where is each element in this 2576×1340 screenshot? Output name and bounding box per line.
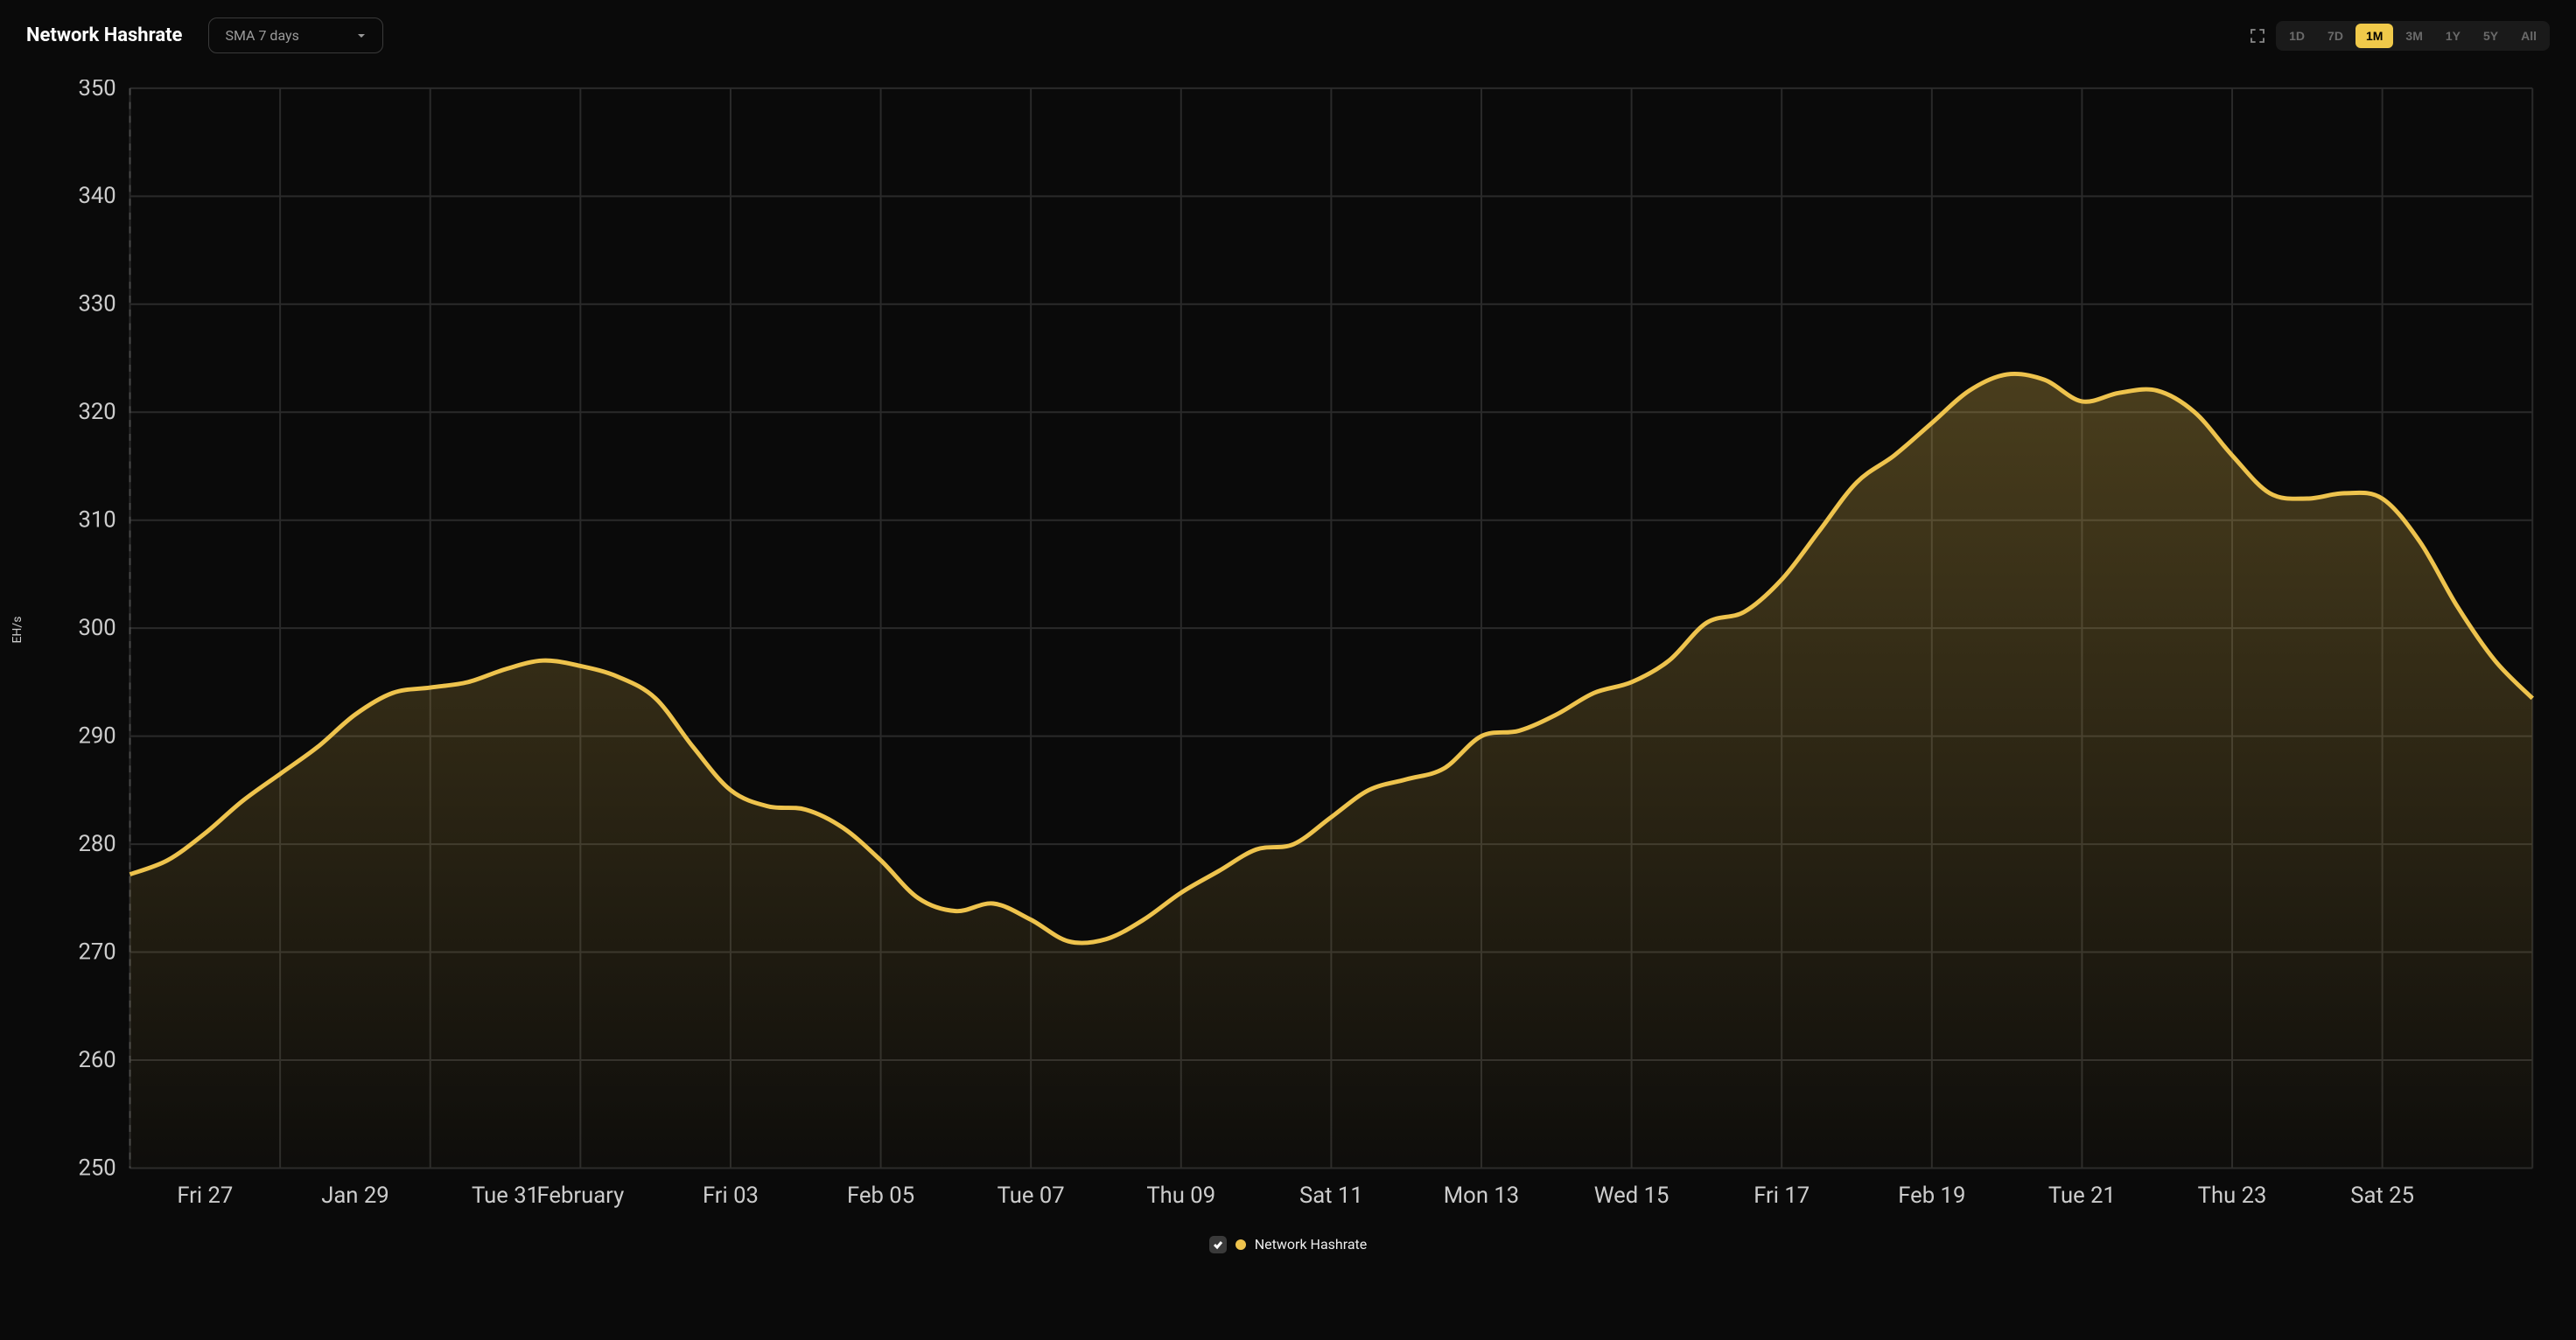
- range-btn-all[interactable]: All: [2510, 24, 2547, 48]
- svg-text:Sat 25: Sat 25: [2350, 1183, 2414, 1209]
- chart-header: Network Hashrate SMA 7 days 1D7D1M3M1Y5Y…: [26, 17, 2550, 53]
- svg-text:270: 270: [78, 939, 116, 965]
- svg-text:Jan 29: Jan 29: [321, 1183, 388, 1209]
- svg-text:260: 260: [78, 1047, 116, 1073]
- svg-text:Fri 27: Fri 27: [177, 1183, 233, 1209]
- sma-dropdown-label: SMA 7 days: [225, 27, 298, 44]
- svg-text:300: 300: [78, 615, 116, 641]
- svg-text:February: February: [536, 1183, 624, 1209]
- legend: Network Hashrate: [26, 1236, 2550, 1253]
- svg-text:Sat 11: Sat 11: [1299, 1183, 1363, 1209]
- svg-text:Feb 19: Feb 19: [1898, 1183, 1965, 1209]
- svg-text:Feb 05: Feb 05: [847, 1183, 914, 1209]
- range-btn-5y[interactable]: 5Y: [2473, 24, 2509, 48]
- header-left: Network Hashrate SMA 7 days: [26, 17, 383, 53]
- svg-text:Wed 15: Wed 15: [1594, 1183, 1670, 1209]
- range-btn-1m[interactable]: 1M: [2356, 24, 2393, 48]
- legend-checkbox[interactable]: [1209, 1236, 1227, 1253]
- svg-text:Fri 03: Fri 03: [703, 1183, 759, 1209]
- legend-color-dot: [1236, 1239, 1246, 1250]
- range-btn-1y[interactable]: 1Y: [2435, 24, 2471, 48]
- check-icon: [1213, 1239, 1223, 1250]
- svg-text:330: 330: [78, 291, 116, 318]
- svg-text:280: 280: [78, 831, 116, 857]
- svg-text:Tue 07: Tue 07: [998, 1183, 1065, 1209]
- svg-text:Thu 09: Thu 09: [1146, 1183, 1215, 1209]
- range-btn-1d[interactable]: 1D: [2278, 24, 2315, 48]
- time-range-group: 1D7D1M3M1Y5YAll: [2276, 21, 2550, 51]
- chart-svg: 250 260 270 280 290 300 310 320 330 340 350 Fri 27 J…: [26, 80, 2550, 1220]
- header-right: 1D7D1M3M1Y5YAll: [2250, 21, 2550, 51]
- fullscreen-icon[interactable]: [2250, 28, 2265, 44]
- svg-text:Thu 23: Thu 23: [2198, 1183, 2267, 1209]
- svg-text:Tue 21: Tue 21: [2048, 1183, 2116, 1209]
- chart-container: Network Hashrate SMA 7 days 1D7D1M3M1Y5Y…: [0, 0, 2576, 1271]
- svg-text:Mon 13: Mon 13: [1444, 1183, 1519, 1209]
- svg-text:320: 320: [78, 399, 116, 425]
- svg-text:290: 290: [78, 723, 116, 750]
- chart-title: Network Hashrate: [26, 24, 182, 46]
- legend-label: Network Hashrate: [1255, 1236, 1368, 1253]
- sma-dropdown[interactable]: SMA 7 days: [208, 17, 383, 53]
- chevron-down-icon: [356, 31, 367, 41]
- chart-area: EH/s 250260270280290300310320330340350Fr…: [26, 80, 2550, 1220]
- svg-text:250: 250: [78, 1155, 116, 1181]
- svg-text:Fri 17: Fri 17: [1754, 1183, 1810, 1209]
- svg-text:310: 310: [78, 507, 116, 534]
- range-btn-3m[interactable]: 3M: [2395, 24, 2432, 48]
- range-btn-7d[interactable]: 7D: [2317, 24, 2354, 48]
- svg-text:Tue 31: Tue 31: [472, 1183, 539, 1209]
- svg-text:340: 340: [78, 183, 116, 209]
- svg-text:350: 350: [78, 80, 116, 101]
- y-axis-label: EH/s: [10, 616, 24, 643]
